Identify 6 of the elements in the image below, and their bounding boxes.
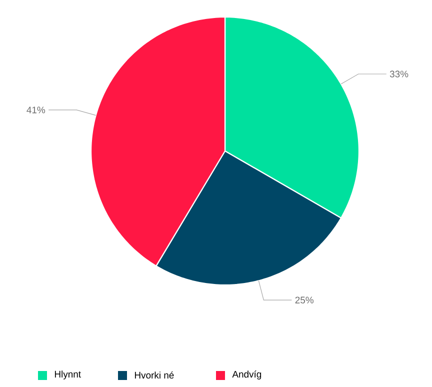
legend-label: Hlynnt [54,370,81,380]
data-label: 41% [26,106,46,114]
legend-label: Hvorki né [134,371,174,379]
legend-label: Andvíg [232,370,262,380]
data-label: 33% [390,70,408,78]
data-label: 25% [295,296,314,304]
